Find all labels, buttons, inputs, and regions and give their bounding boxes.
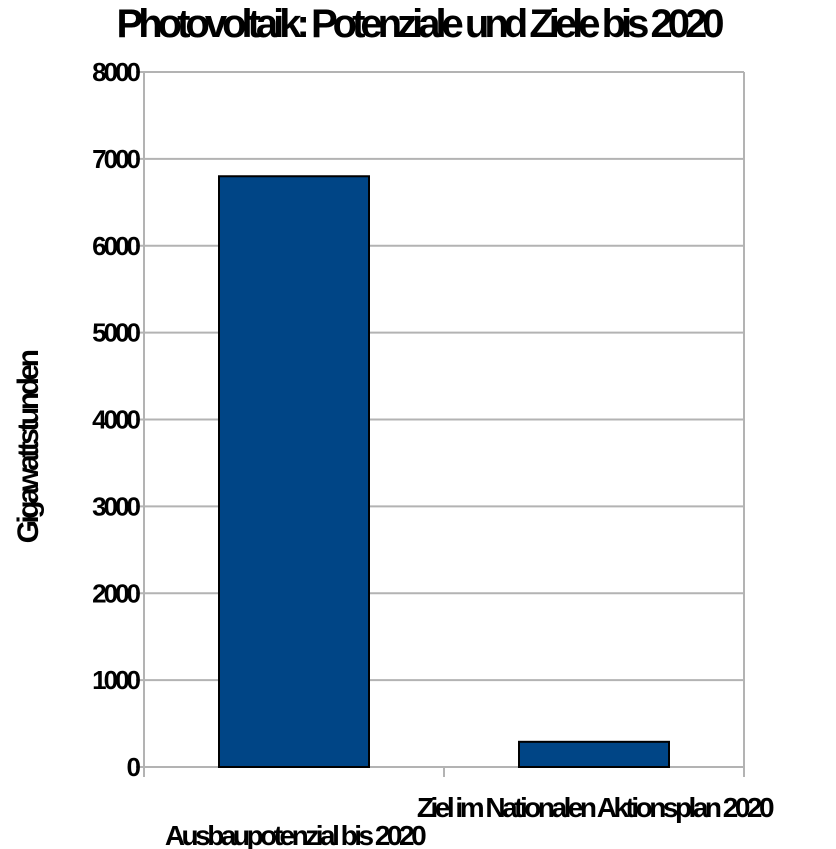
y-tick-label: 7000 — [92, 144, 140, 174]
y-tick-label: 4000 — [92, 405, 140, 435]
y-axis-label: Gigawattstunden — [12, 350, 45, 543]
y-tick-label: 1000 — [92, 665, 140, 695]
y-tick-label: 6000 — [92, 231, 140, 261]
x-tick-label: Ausbaupotenzial bis 2020 — [165, 820, 426, 849]
y-tick-label: 3000 — [92, 491, 140, 521]
axes — [136, 71, 745, 777]
y-tick-label: 8000 — [92, 57, 140, 87]
y-tick-label: 2000 — [92, 578, 140, 608]
bar — [218, 175, 370, 768]
y-tick-label: 5000 — [92, 318, 140, 348]
x-tick-label: Ziel im Nationalen Aktionsplan 2020 — [417, 792, 774, 823]
bar — [518, 740, 670, 769]
bars — [218, 175, 670, 769]
chart-title: Photovoltaik: Potenziale und Ziele bis 2… — [116, 2, 725, 46]
